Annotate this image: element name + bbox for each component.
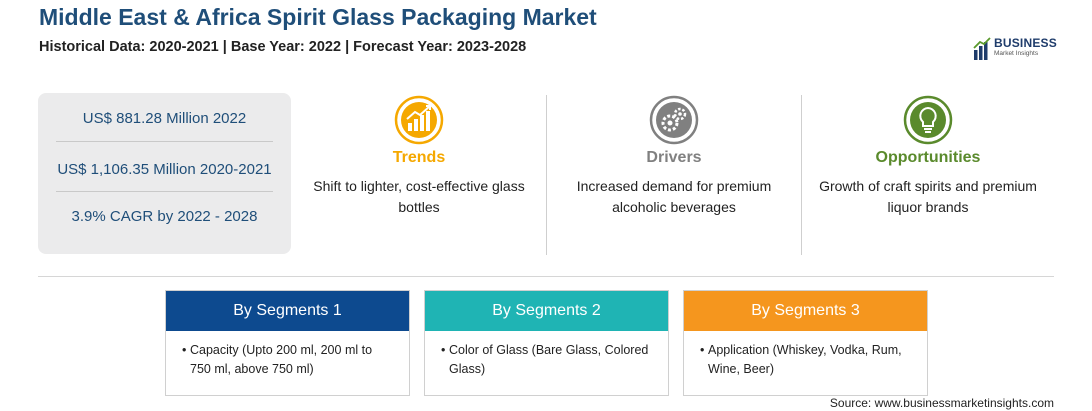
feature-divider (801, 95, 802, 255)
segment-card-2: By Segments 2 • Color of Glass (Bare Gla… (424, 290, 669, 396)
bullet-icon: • (700, 343, 705, 357)
feature-trends: Trends Shift to lighter, cost-effective … (296, 95, 542, 218)
segment-1-body: • Capacity (Upto 200 ml, 200 ml to 750 m… (166, 331, 409, 379)
source-citation: Source: www.businessmarketinsights.com (829, 396, 1054, 410)
feature-trends-desc: Shift to lighter, cost-effective glass b… (313, 178, 525, 215)
bullet-icon: • (441, 343, 446, 357)
feature-drivers-desc: Increased demand for premium alcoholic b… (576, 178, 772, 215)
stat-divider (56, 191, 273, 192)
section-divider (38, 276, 1054, 277)
segment-2-title: By Segments 2 (425, 291, 668, 331)
segment-1-title: By Segments 1 (166, 291, 409, 331)
stat-market-value: US$ 881.28 Million 2022 (82, 110, 247, 127)
segment-2-item: Color of Glass (Bare Glass, Colored Glas… (449, 343, 649, 376)
logo-bars-icon (973, 37, 991, 60)
segment-3-title: By Segments 3 (684, 291, 927, 331)
logo-wordmark: BUSINESS (994, 36, 1057, 50)
gears-icon (649, 95, 699, 145)
feature-drivers-title: Drivers (646, 149, 702, 166)
feature-drivers: Drivers Increased demand for premium alc… (551, 95, 797, 218)
segment-3-body: • Application (Whiskey, Vodka, Rum, Wine… (684, 331, 927, 379)
stat-historical-value: US$ 1,106.35 Million 2020-2021 (57, 161, 272, 178)
page-title: Middle East & Africa Spirit Glass Packag… (39, 4, 597, 30)
feature-opportunities-title: Opportunities (875, 149, 981, 166)
segment-1-item: Capacity (Upto 200 ml, 200 ml to 750 ml,… (190, 343, 373, 376)
segment-card-1: By Segments 1 • Capacity (Upto 200 ml, 2… (165, 290, 410, 396)
lightbulb-icon (903, 95, 953, 145)
market-stats-box: US$ 881.28 Million 2022 US$ 1,106.35 Mil… (38, 93, 291, 254)
stat-cagr: 3.9% CAGR by 2022 - 2028 (71, 208, 258, 225)
feature-opportunities-desc: Growth of craft spirits and premium liqu… (819, 178, 1037, 215)
logo-tagline: Market Insights (994, 50, 1039, 57)
company-logo: BUSINESS Market Insights (972, 34, 1062, 64)
segment-3-item: Application (Whiskey, Vodka, Rum, Wine, … (708, 343, 902, 376)
segment-2-body: • Color of Glass (Bare Glass, Colored Gl… (425, 331, 668, 379)
segment-card-3: By Segments 3 • Application (Whiskey, Vo… (683, 290, 928, 396)
stat-divider (56, 141, 273, 142)
feature-divider (546, 95, 547, 255)
page-subtitle: Historical Data: 2020-2021 | Base Year: … (39, 39, 527, 55)
feature-opportunities: Opportunities Growth of craft spirits an… (805, 95, 1051, 218)
feature-trends-title: Trends (392, 149, 446, 166)
bullet-icon: • (182, 343, 187, 357)
trend-chart-icon (394, 95, 444, 145)
